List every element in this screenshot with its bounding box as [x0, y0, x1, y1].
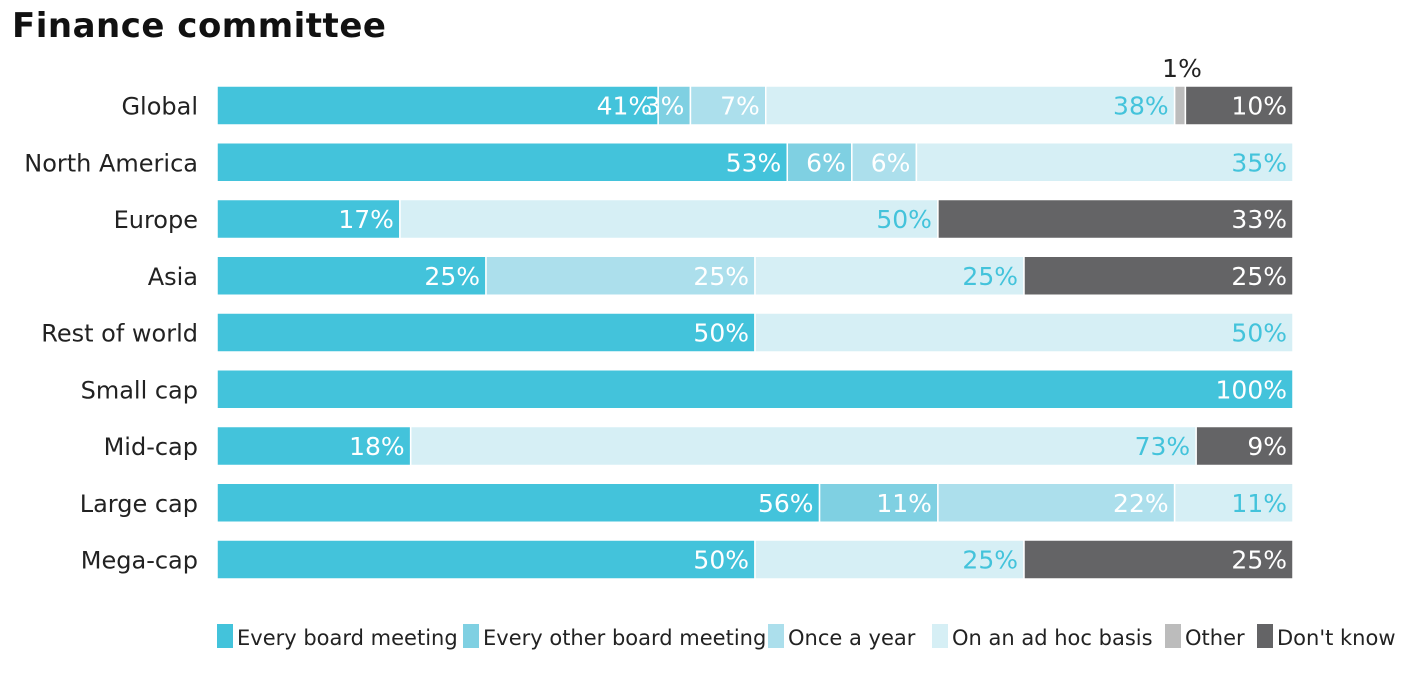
data-label: 50% — [1231, 319, 1287, 348]
data-label: 56% — [758, 489, 814, 518]
data-label: 1% — [1162, 54, 1202, 83]
bar-segment — [851, 142, 918, 183]
bar-segment — [1173, 482, 1294, 523]
legend-label: Every other board meeting — [483, 626, 766, 650]
category-label: Small cap — [81, 376, 198, 404]
bar-segment — [786, 142, 853, 183]
bar-segment — [216, 482, 821, 523]
data-label: 9% — [1247, 432, 1287, 461]
data-label: 11% — [1231, 489, 1287, 518]
category-label: Asia — [148, 263, 198, 291]
bar-segment — [937, 198, 1294, 240]
bar-segment — [915, 142, 1294, 183]
data-label: 50% — [693, 546, 749, 575]
data-label: 7% — [720, 92, 760, 121]
data-label: 18% — [349, 432, 405, 461]
bar-segment — [216, 85, 659, 126]
data-label: 25% — [1231, 262, 1287, 291]
data-label: 25% — [424, 262, 480, 291]
bar-segment — [216, 369, 1294, 410]
data-label: 50% — [693, 319, 749, 348]
bar-segment — [754, 255, 1025, 296]
category-label: Europe — [114, 206, 198, 234]
category-label: Large cap — [80, 490, 198, 518]
legend-swatch — [932, 624, 948, 648]
bar-segment — [1023, 255, 1294, 296]
bar-segment — [1023, 539, 1294, 580]
bar-segment — [937, 482, 1176, 523]
bar-segment — [1195, 425, 1294, 467]
bar-segment — [1184, 85, 1294, 126]
data-label: 25% — [962, 546, 1018, 575]
category-label: North America — [24, 149, 198, 177]
data-label: 41% — [597, 92, 653, 121]
bar-segment — [657, 85, 692, 126]
legend-swatch — [217, 624, 233, 648]
legend-label: Don't know — [1277, 626, 1396, 650]
data-label: 25% — [693, 262, 749, 291]
bar-segment — [485, 255, 756, 296]
data-label: 73% — [1135, 432, 1191, 461]
data-label: 22% — [1113, 489, 1169, 518]
data-label: 25% — [962, 262, 1018, 291]
legend-label: On an ad hoc basis — [952, 626, 1153, 650]
legend-swatch — [1165, 624, 1181, 648]
data-label: 35% — [1231, 148, 1287, 177]
chart-title: Finance committee — [12, 6, 387, 46]
data-label: 53% — [726, 148, 782, 177]
legend-label: Every board meeting — [237, 626, 458, 650]
legend-swatch — [768, 624, 784, 648]
legend-label: Once a year — [788, 626, 916, 650]
bar-segment — [216, 312, 756, 353]
bar-segment — [409, 425, 1197, 467]
category-label: Rest of world — [41, 320, 198, 348]
legend-swatch — [1257, 624, 1273, 648]
data-label: 6% — [871, 148, 911, 177]
data-label: 17% — [338, 205, 394, 234]
bar-segment — [216, 198, 401, 240]
bar-segment — [754, 312, 1294, 353]
data-label: 6% — [806, 148, 846, 177]
bar-segment — [216, 142, 789, 183]
category-label: Mega-cap — [81, 547, 198, 575]
category-label: Mid-cap — [104, 433, 198, 461]
data-label: 3% — [645, 92, 685, 121]
bar-segment — [399, 198, 939, 240]
data-label: 50% — [876, 205, 932, 234]
category-label: Global — [121, 93, 198, 121]
bar-segment — [216, 255, 487, 296]
legend-swatch — [463, 624, 479, 648]
data-label: 25% — [1231, 546, 1287, 575]
data-label: 11% — [876, 489, 932, 518]
data-label: 10% — [1231, 92, 1287, 121]
bar-segment — [1173, 85, 1187, 126]
bar-segment — [216, 425, 412, 467]
legend-label: Other — [1185, 626, 1245, 650]
data-label: 38% — [1113, 92, 1169, 121]
bar-segment — [216, 539, 756, 580]
data-label: 100% — [1216, 375, 1287, 404]
data-label: 33% — [1231, 205, 1287, 234]
